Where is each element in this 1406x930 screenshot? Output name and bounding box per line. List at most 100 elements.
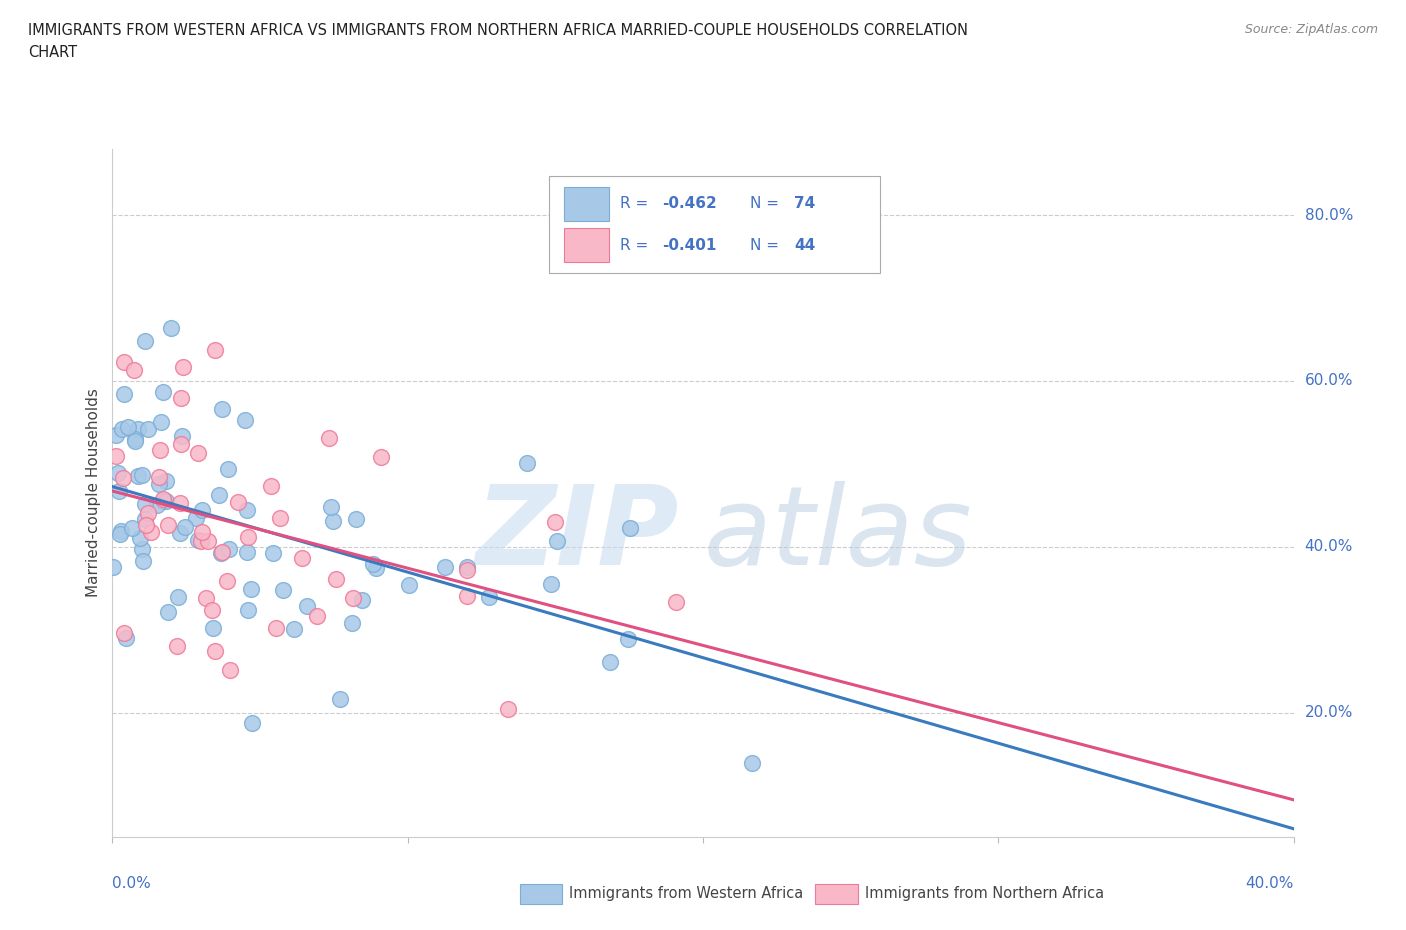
Point <box>136 506 159 521</box>
Text: R =: R = <box>620 238 654 253</box>
Point <box>209 546 232 561</box>
Point <box>187 445 209 460</box>
Point <box>105 449 128 464</box>
Point <box>170 429 193 444</box>
Point <box>318 430 340 445</box>
Point <box>148 476 170 491</box>
Point <box>136 422 159 437</box>
Point <box>149 443 172 458</box>
Point <box>152 384 174 399</box>
Point <box>170 391 193 405</box>
Point <box>115 631 138 646</box>
Point <box>127 469 149 484</box>
Point <box>328 692 350 707</box>
Point <box>361 556 384 571</box>
Point <box>194 591 217 605</box>
Point <box>283 621 305 636</box>
Text: IMMIGRANTS FROM WESTERN AFRICA VS IMMIGRANTS FROM NORTHERN AFRICA MARRIED-COUPLE: IMMIGRANTS FROM WESTERN AFRICA VS IMMIGR… <box>28 23 969 38</box>
Point <box>121 520 143 535</box>
Point <box>319 500 342 515</box>
Point <box>190 525 212 539</box>
Point <box>456 563 478 578</box>
Point <box>617 632 640 647</box>
Point <box>166 638 188 653</box>
Point <box>139 525 162 539</box>
Point <box>665 595 688 610</box>
Point <box>599 655 621 670</box>
Point <box>155 473 177 488</box>
Text: 80.0%: 80.0% <box>1305 207 1353 222</box>
Point <box>619 521 641 536</box>
Point <box>152 493 174 508</box>
Point <box>108 484 131 498</box>
Point <box>741 755 763 770</box>
Point <box>184 511 207 525</box>
Text: 0.0%: 0.0% <box>112 876 152 891</box>
Point <box>191 503 214 518</box>
Point <box>307 609 329 624</box>
Point <box>197 533 219 548</box>
Point <box>166 590 188 604</box>
Point <box>145 498 167 512</box>
Point <box>238 603 260 618</box>
Text: -0.401: -0.401 <box>662 238 716 253</box>
Point <box>433 560 456 575</box>
FancyBboxPatch shape <box>550 177 880 272</box>
Text: atlas: atlas <box>703 481 972 588</box>
Text: 40.0%: 40.0% <box>1305 539 1353 554</box>
Point <box>103 560 125 575</box>
Point <box>172 360 194 375</box>
Text: N =: N = <box>751 238 785 253</box>
Point <box>156 604 179 619</box>
Point <box>211 545 233 560</box>
Point <box>108 526 131 541</box>
Text: ZIP: ZIP <box>475 481 679 588</box>
Point <box>350 592 373 607</box>
Y-axis label: Married-couple Households: Married-couple Households <box>86 389 101 597</box>
Point <box>124 434 146 449</box>
Point <box>340 616 363 631</box>
Point <box>152 492 174 507</box>
Point <box>111 471 134 485</box>
Point <box>124 432 146 446</box>
Point <box>291 551 314 565</box>
Text: Immigrants from Northern Africa: Immigrants from Northern Africa <box>865 886 1104 901</box>
Point <box>226 495 249 510</box>
Point <box>204 343 226 358</box>
Point <box>112 386 135 401</box>
Point <box>456 559 478 574</box>
Text: 20.0%: 20.0% <box>1305 705 1353 720</box>
Text: -0.462: -0.462 <box>662 196 717 211</box>
Point <box>456 589 478 604</box>
Point <box>187 533 209 548</box>
Point <box>134 512 156 526</box>
Point <box>159 320 181 335</box>
Point <box>366 560 388 575</box>
Point <box>236 530 259 545</box>
Point <box>546 533 568 548</box>
Text: 44: 44 <box>794 238 815 253</box>
Point <box>516 455 538 470</box>
Point <box>236 544 259 559</box>
Point <box>342 591 364 605</box>
Point <box>127 421 149 436</box>
Point <box>215 574 238 589</box>
Point <box>204 644 226 658</box>
Point <box>218 542 240 557</box>
Point <box>169 496 191 511</box>
Text: 60.0%: 60.0% <box>1305 374 1353 389</box>
Point <box>544 515 567 530</box>
Point <box>370 449 392 464</box>
Point <box>259 479 281 494</box>
Point <box>112 626 135 641</box>
Point <box>344 512 367 526</box>
Text: 40.0%: 40.0% <box>1246 876 1294 891</box>
Point <box>264 620 287 635</box>
FancyBboxPatch shape <box>564 187 609 221</box>
Text: R =: R = <box>620 196 654 211</box>
Point <box>218 662 240 677</box>
Point <box>322 514 344 529</box>
Point <box>211 402 233 417</box>
Point <box>478 590 501 604</box>
Point <box>190 534 212 549</box>
